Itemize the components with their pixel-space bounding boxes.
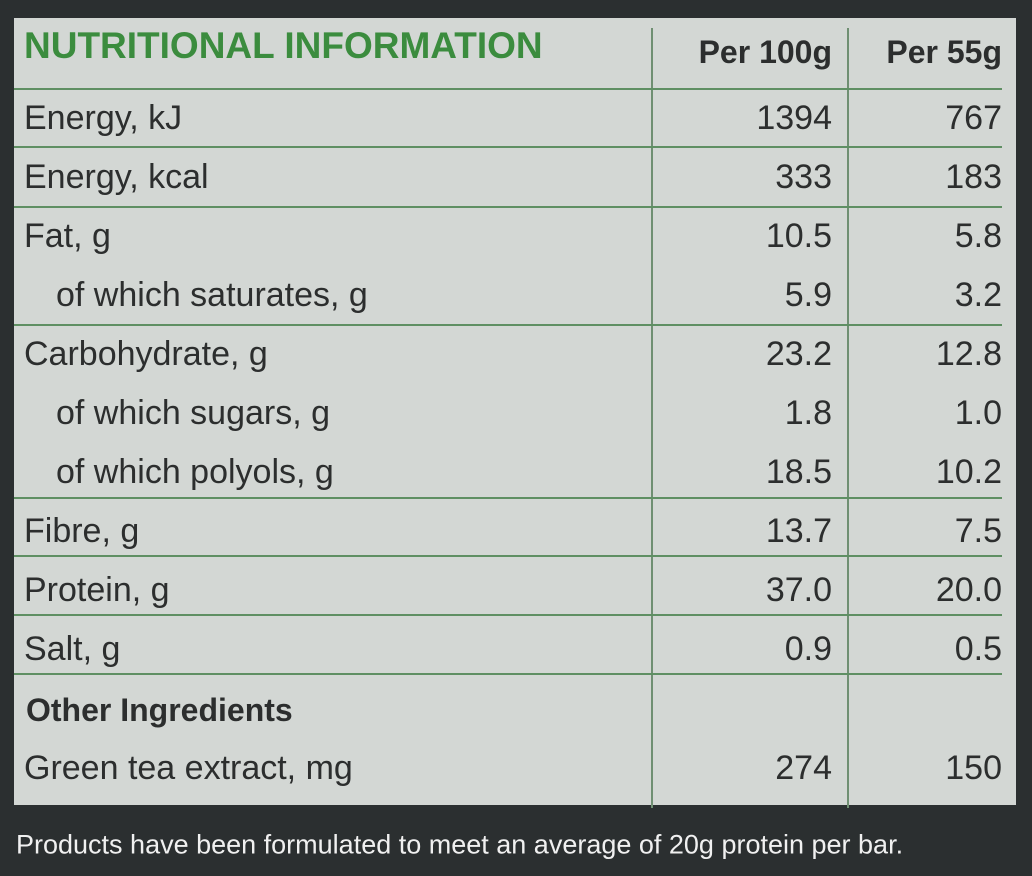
row-label: Salt, g	[24, 630, 121, 668]
value-per-100g: 10.5	[765, 217, 832, 255]
column-divider	[847, 28, 849, 808]
value-per-100g: 1394	[756, 99, 832, 137]
row-divider	[14, 146, 1002, 148]
value-per-100g: 37.0	[765, 571, 832, 609]
column-header: Per 100g	[698, 34, 832, 70]
value-per-55g: 1.0	[954, 394, 1002, 432]
row-label: Green tea extract, mg	[24, 749, 353, 787]
value-per-55g: 12.8	[935, 335, 1002, 373]
value-per-100g: 18.5	[765, 453, 832, 491]
column-divider	[651, 28, 653, 808]
row-label: Carbohydrate, g	[24, 335, 268, 373]
row-divider	[14, 673, 1002, 675]
value-per-55g: 5.8	[954, 217, 1002, 255]
row-divider	[14, 206, 1002, 208]
row-label: Fibre, g	[24, 512, 140, 550]
value-per-100g: 23.2	[765, 335, 832, 373]
section-title: Other Ingredients	[26, 692, 293, 728]
value-per-55g: 0.5	[954, 630, 1002, 668]
row-divider	[14, 614, 1002, 616]
value-per-100g: 274	[775, 749, 832, 787]
row-label: Energy, kJ	[24, 99, 183, 137]
value-per-55g: 183	[945, 158, 1002, 196]
row-label: Energy, kcal	[24, 158, 209, 196]
value-per-100g: 13.7	[765, 512, 832, 550]
value-per-55g: 3.2	[954, 276, 1002, 314]
value-per-55g: 767	[945, 99, 1002, 137]
value-per-55g: 150	[945, 749, 1002, 787]
value-per-100g: 333	[775, 158, 832, 196]
row-label: of which polyols, g	[56, 453, 334, 491]
value-per-55g: 10.2	[935, 453, 1002, 491]
row-divider	[14, 497, 1002, 499]
value-per-55g: 7.5	[954, 512, 1002, 550]
value-per-55g: 20.0	[935, 571, 1002, 609]
row-label: of which saturates, g	[56, 276, 368, 314]
nutrition-panel: NUTRITIONAL INFORMATION Per 100g Per 55g…	[14, 18, 1016, 808]
row-label: Fat, g	[24, 217, 111, 255]
row-divider	[14, 88, 1002, 90]
row-label: Protein, g	[24, 571, 170, 609]
column-header: Per 55g	[886, 34, 1002, 70]
value-per-100g: 5.9	[784, 276, 832, 314]
table-title: NUTRITIONAL INFORMATION	[24, 25, 543, 66]
footer-note: Products have been formulated to meet an…	[16, 829, 904, 860]
value-per-100g: 1.8	[784, 394, 832, 432]
row-divider	[14, 555, 1002, 557]
row-label: of which sugars, g	[56, 394, 331, 432]
row-divider	[14, 324, 1002, 326]
value-per-100g: 0.9	[784, 630, 832, 668]
